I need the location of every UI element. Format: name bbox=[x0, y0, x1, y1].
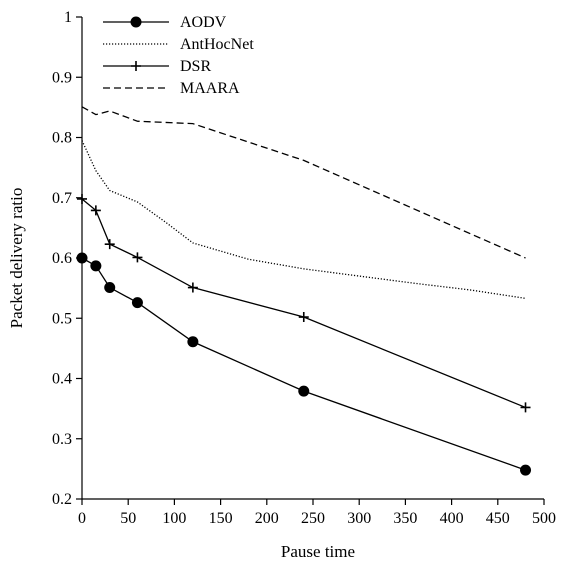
series-line bbox=[81, 198, 526, 409]
series-line bbox=[81, 257, 526, 471]
x-tick-label: 500 bbox=[532, 510, 556, 527]
y-tick-label: 0.7 bbox=[52, 190, 72, 207]
data-point bbox=[104, 239, 115, 250]
legend-entry-dsr: DSR bbox=[103, 58, 211, 75]
data-point bbox=[90, 205, 101, 216]
data-point bbox=[131, 61, 141, 71]
x-tick-label: 100 bbox=[162, 510, 186, 527]
y-tick-label: 0.3 bbox=[52, 431, 72, 448]
y-axis-title: Packet delivery ratio bbox=[7, 188, 26, 329]
legend-entry-anthocnet: AntHocNet bbox=[103, 36, 254, 53]
series-maara bbox=[81, 106, 526, 259]
y-tick-label: 0.8 bbox=[52, 130, 72, 147]
legend-label: MAARA bbox=[180, 80, 240, 97]
legend-entry-maara: MAARA bbox=[103, 80, 240, 97]
series-line bbox=[81, 106, 526, 259]
data-point bbox=[104, 282, 116, 294]
x-tick-label: 350 bbox=[393, 510, 417, 527]
x-tick-label: 400 bbox=[440, 510, 464, 527]
data-point bbox=[132, 252, 143, 263]
legend-label: AntHocNet bbox=[180, 36, 254, 53]
x-axis-title: Pause time bbox=[281, 542, 355, 561]
axes-layer: 0 50 100 150 200 250 300 350 400 450 500 0.2 0.3 0.4… bbox=[7, 9, 556, 561]
x-tick-label: 50 bbox=[120, 510, 136, 527]
series-aodv bbox=[76, 252, 532, 476]
x-tick-label: 250 bbox=[301, 510, 325, 527]
legend-label: AODV bbox=[180, 14, 227, 31]
series-line bbox=[81, 140, 526, 300]
y-tick-label: 0.9 bbox=[52, 69, 72, 86]
data-point bbox=[520, 402, 531, 413]
legend: AODV AntHocNet DSR MAARA bbox=[103, 14, 254, 97]
x-tick-label: 450 bbox=[486, 510, 510, 527]
series-anthocnet bbox=[81, 140, 526, 300]
data-point bbox=[187, 282, 198, 293]
data-point bbox=[298, 312, 309, 323]
y-tick-label: 1 bbox=[64, 9, 72, 26]
y-tick-label: 0.6 bbox=[52, 250, 72, 267]
x-ticks: 0 50 100 150 200 250 300 350 400 450 500 bbox=[78, 499, 556, 527]
x-tick-label: 150 bbox=[209, 510, 233, 527]
y-tick-label: 0.4 bbox=[52, 371, 72, 388]
legend-entry-aodv: AODV bbox=[103, 14, 227, 31]
y-tick-label: 0.5 bbox=[52, 310, 72, 327]
y-ticks: 0.2 0.3 0.4 0.5 0.6 0.7 0.8 0.9 1 bbox=[52, 9, 82, 508]
legend-label: DSR bbox=[180, 58, 211, 75]
x-tick-label: 200 bbox=[255, 510, 279, 527]
series-layer bbox=[76, 106, 532, 476]
x-tick-label: 300 bbox=[347, 510, 371, 527]
data-point bbox=[131, 297, 143, 309]
x-tick-label: 0 bbox=[78, 510, 86, 527]
data-point bbox=[187, 336, 199, 348]
y-tick-label: 0.2 bbox=[52, 491, 72, 508]
data-point bbox=[90, 260, 102, 272]
data-point bbox=[298, 385, 310, 397]
data-point bbox=[130, 16, 142, 28]
data-point bbox=[520, 464, 532, 476]
series-dsr bbox=[77, 193, 531, 413]
